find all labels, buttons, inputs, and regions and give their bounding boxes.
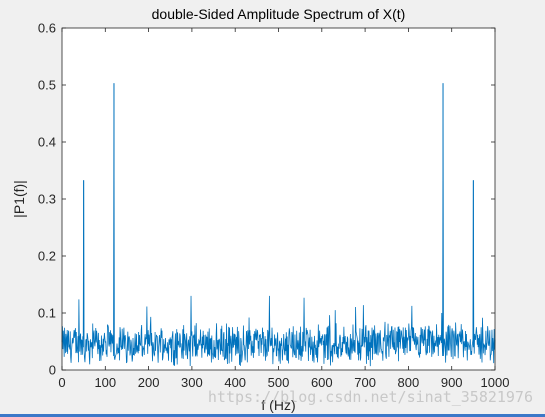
axis-ticks: 0 100 200 300 400 500 600 700 800 900 1000 0 0.1 0.2 0… bbox=[38, 21, 510, 391]
x-tick-label: 500 bbox=[268, 375, 290, 390]
spectrum-series bbox=[61, 83, 496, 367]
x-tick-label: 600 bbox=[311, 375, 333, 390]
x-tick-label: 1000 bbox=[481, 375, 510, 390]
y-tick-label: 0.3 bbox=[38, 192, 56, 207]
y-tick-label: 0 bbox=[49, 363, 56, 378]
x-tick-label: 700 bbox=[354, 375, 376, 390]
window-bottom-bar bbox=[0, 414, 545, 417]
spectrum-line bbox=[61, 83, 496, 367]
y-tick-label: 0.2 bbox=[38, 249, 56, 264]
x-tick-label: 900 bbox=[441, 375, 463, 390]
x-tick-label: 100 bbox=[94, 375, 116, 390]
y-axis-label: |P1(f)| bbox=[11, 180, 27, 218]
x-tick-label: 200 bbox=[138, 375, 160, 390]
y-tick-label: 0.1 bbox=[38, 306, 56, 321]
x-tick-label: 800 bbox=[398, 375, 420, 390]
x-tick-label: 0 bbox=[58, 375, 65, 390]
watermark: https://blog.csdn.net/sinat_35821976 bbox=[208, 388, 533, 406]
y-tick-label: 0.6 bbox=[38, 21, 56, 36]
x-tick-label: 300 bbox=[181, 375, 203, 390]
y-tick-label: 0.4 bbox=[38, 135, 56, 150]
plot-area bbox=[62, 28, 495, 370]
x-axis-label: f (Hz) bbox=[261, 397, 295, 413]
chart-title: double-Sided Amplitude Spectrum of X(t) bbox=[152, 6, 406, 22]
x-tick-label: 400 bbox=[224, 375, 246, 390]
y-tick-label: 0.5 bbox=[38, 78, 56, 93]
